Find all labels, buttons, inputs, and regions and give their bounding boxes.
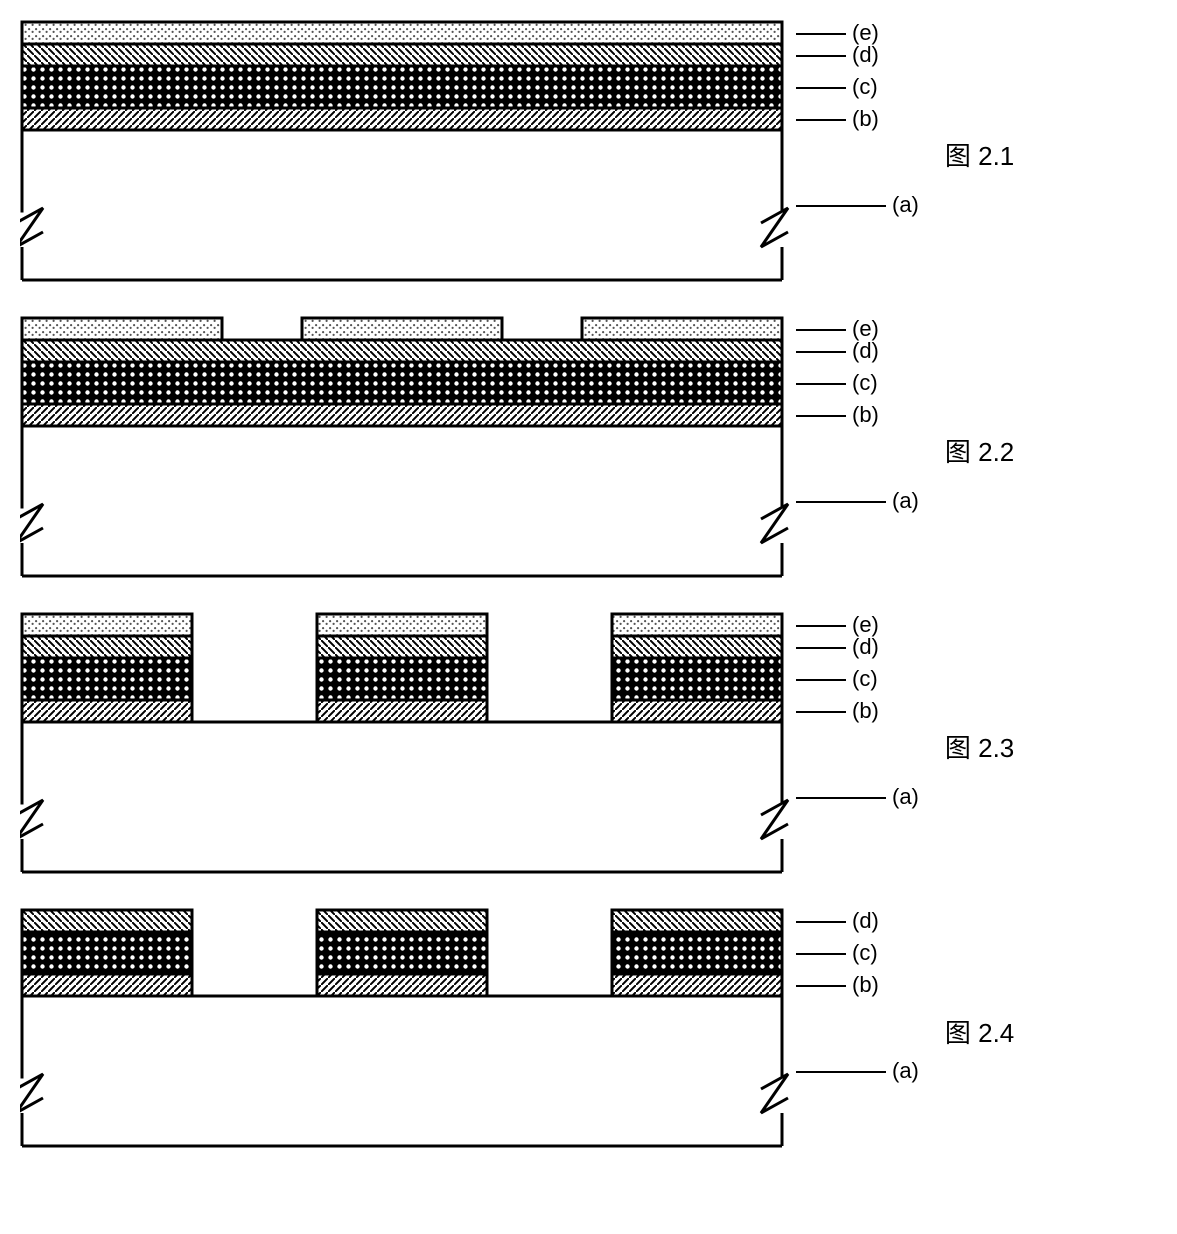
layer-callout-e: (e) xyxy=(796,612,919,636)
layer-label: (d) xyxy=(852,910,879,932)
leader-line-icon xyxy=(796,329,846,331)
layer-label: (b) xyxy=(852,700,879,722)
layer-callout-e: (e) xyxy=(796,20,919,44)
leader-line-icon xyxy=(796,55,846,57)
label-column: (d) (c) (b) (a) xyxy=(796,908,919,1154)
layer-label: (d) xyxy=(852,340,879,362)
layer-callout-a: (a) xyxy=(796,426,919,512)
layer-label: (c) xyxy=(852,372,878,394)
layer-callout-b: (b) xyxy=(796,690,919,722)
figure-caption: 图 2.3 xyxy=(945,728,1014,765)
leader-line-icon xyxy=(796,415,846,417)
leader-line-icon xyxy=(796,953,846,955)
layer-callout-a: (a) xyxy=(796,996,919,1082)
leader-line-icon xyxy=(796,797,886,799)
label-column: (e) (d) (c) (b) (a) xyxy=(796,316,919,584)
figure-2.3: (e) (d) (c) (b) (a) 图 2.3 xyxy=(20,612,1157,880)
layer-callout-c: (c) xyxy=(796,658,919,690)
layer-callout-b: (b) xyxy=(796,394,919,426)
layer-callout-e: (e) xyxy=(796,316,919,340)
layer-label: (a) xyxy=(892,194,919,216)
layer-label: (c) xyxy=(852,76,878,98)
leader-line-icon xyxy=(796,501,886,503)
layer-callout-a: (a) xyxy=(796,722,919,808)
layer-callout-b: (b) xyxy=(796,964,919,996)
leader-line-icon xyxy=(796,679,846,681)
leader-line-icon xyxy=(796,383,846,385)
layer-label: (a) xyxy=(892,1060,919,1082)
layer-label: (c) xyxy=(852,668,878,690)
leader-line-icon xyxy=(796,625,846,627)
figure-2.2: (e) (d) (c) (b) (a) 图 2.2 xyxy=(20,316,1157,584)
leader-line-icon xyxy=(796,205,886,207)
layer-label: (b) xyxy=(852,108,879,130)
leader-line-icon xyxy=(796,87,846,89)
layer-callout-b: (b) xyxy=(796,98,919,130)
leader-line-icon xyxy=(796,985,846,987)
layer-callout-d: (d) xyxy=(796,340,919,362)
layer-stack-diagram xyxy=(20,612,790,880)
layer-label: (a) xyxy=(892,490,919,512)
leader-line-icon xyxy=(796,921,846,923)
layer-label: (d) xyxy=(852,44,879,66)
layer-label: (e) xyxy=(852,614,879,636)
layer-label: (b) xyxy=(852,404,879,426)
layer-callout-d: (d) xyxy=(796,44,919,66)
layer-label: (d) xyxy=(852,636,879,658)
leader-line-icon xyxy=(796,33,846,35)
leader-line-icon xyxy=(796,711,846,713)
layer-label: (e) xyxy=(852,318,879,340)
figure-caption: 图 2.1 xyxy=(945,136,1014,173)
layer-callout-c: (c) xyxy=(796,362,919,394)
diagram-block xyxy=(20,908,790,1154)
figure-caption: 图 2.4 xyxy=(945,1013,1014,1050)
layer-label: (c) xyxy=(852,942,878,964)
layer-callout-a: (a) xyxy=(796,130,919,216)
diagram-block xyxy=(20,316,790,584)
layer-stack-diagram xyxy=(20,908,790,1154)
diagram-block xyxy=(20,612,790,880)
layer-label: (e) xyxy=(852,22,879,44)
layer-stack-diagram xyxy=(20,316,790,584)
leader-line-icon xyxy=(796,351,846,353)
leader-line-icon xyxy=(796,119,846,121)
layer-label: (b) xyxy=(852,974,879,996)
figure-2.4: (d) (c) (b) (a) 图 2.4 xyxy=(20,908,1157,1154)
label-column: (e) (d) (c) (b) (a) xyxy=(796,20,919,288)
diagram-block xyxy=(20,20,790,288)
layer-callout-c: (c) xyxy=(796,66,919,98)
layer-stack-diagram xyxy=(20,20,790,288)
leader-line-icon xyxy=(796,647,846,649)
layer-callout-c: (c) xyxy=(796,932,919,964)
label-column: (e) (d) (c) (b) (a) xyxy=(796,612,919,880)
figure-2.1: (e) (d) (c) (b) (a) 图 2.1 xyxy=(20,20,1157,288)
layer-callout-d: (d) xyxy=(796,636,919,658)
leader-line-icon xyxy=(796,1071,886,1073)
layer-callout-d: (d) xyxy=(796,908,919,932)
layer-label: (a) xyxy=(892,786,919,808)
figure-caption: 图 2.2 xyxy=(945,432,1014,469)
